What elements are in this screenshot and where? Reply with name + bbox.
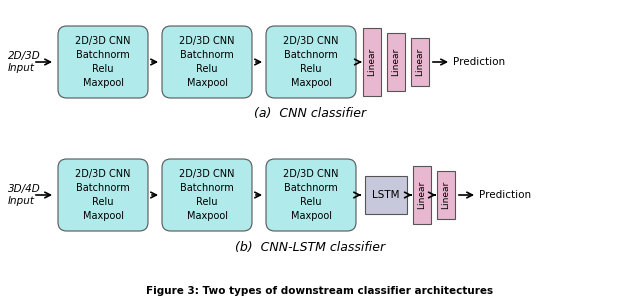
- Bar: [437, 171, 455, 219]
- Text: 2D/3D CNN
Batchnorm
Relu
Maxpool: 2D/3D CNN Batchnorm Relu Maxpool: [179, 169, 235, 221]
- Text: LSTM: LSTM: [372, 190, 400, 200]
- Bar: [363, 28, 381, 96]
- FancyBboxPatch shape: [266, 159, 356, 231]
- Text: Prediction: Prediction: [479, 190, 531, 200]
- Bar: [413, 166, 431, 224]
- Text: 2D/3D CNN
Batchnorm
Relu
Maxpool: 2D/3D CNN Batchnorm Relu Maxpool: [76, 36, 131, 88]
- Text: Prediction: Prediction: [453, 57, 505, 67]
- Text: 2D/3D CNN
Batchnorm
Relu
Maxpool: 2D/3D CNN Batchnorm Relu Maxpool: [284, 36, 339, 88]
- Bar: [411, 38, 429, 86]
- Bar: [365, 176, 407, 214]
- Text: 2D/3D CNN
Batchnorm
Relu
Maxpool: 2D/3D CNN Batchnorm Relu Maxpool: [76, 169, 131, 221]
- FancyBboxPatch shape: [58, 159, 148, 231]
- Text: Linear: Linear: [367, 48, 376, 76]
- Text: Linear: Linear: [415, 48, 424, 76]
- FancyBboxPatch shape: [58, 26, 148, 98]
- FancyBboxPatch shape: [162, 159, 252, 231]
- Text: 2D/3D
Input: 2D/3D Input: [8, 51, 41, 73]
- Text: Figure 3: Two types of downstream classifier architectures: Figure 3: Two types of downstream classi…: [147, 286, 493, 296]
- Text: 2D/3D CNN
Batchnorm
Relu
Maxpool: 2D/3D CNN Batchnorm Relu Maxpool: [179, 36, 235, 88]
- FancyBboxPatch shape: [266, 26, 356, 98]
- Text: 2D/3D CNN
Batchnorm
Relu
Maxpool: 2D/3D CNN Batchnorm Relu Maxpool: [284, 169, 339, 221]
- Text: (b)  CNN-LSTM classifier: (b) CNN-LSTM classifier: [235, 240, 385, 254]
- Text: Linear: Linear: [417, 181, 426, 209]
- Bar: [387, 33, 405, 91]
- Text: 3D/4D
Input: 3D/4D Input: [8, 184, 41, 206]
- Text: Linear: Linear: [392, 48, 401, 76]
- Text: (a)  CNN classifier: (a) CNN classifier: [254, 108, 366, 120]
- FancyBboxPatch shape: [162, 26, 252, 98]
- Text: Linear: Linear: [442, 181, 451, 209]
